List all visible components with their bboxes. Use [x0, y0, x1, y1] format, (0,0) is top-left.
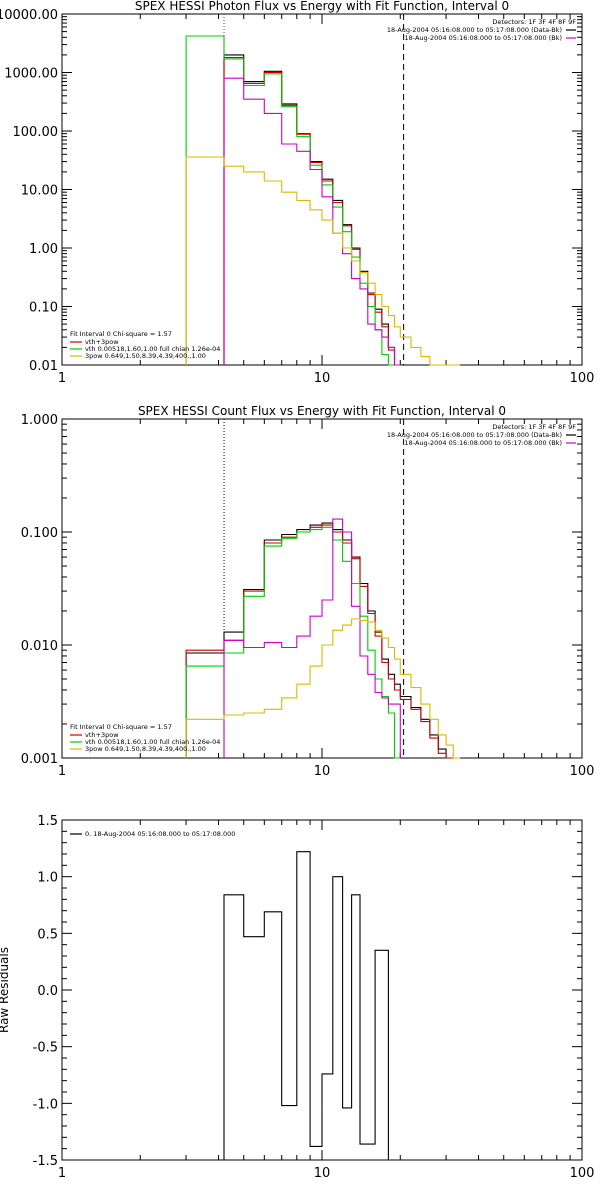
legend-left-entry: vth+3pow [85, 731, 119, 739]
plot-frame [61, 418, 583, 759]
y-tick-label: 100.00 [13, 125, 59, 140]
series-line-3pow [185, 618, 461, 759]
chart-panel-1: SPEX HESSI Photon Flux vs Energy with Fi… [0, 0, 594, 386]
y-tick-label: -1.0 [33, 1097, 58, 1112]
legend-left-entry: 3pow 0.649,1.50,8.39,4.39,400.,1.00 [85, 352, 206, 360]
y-tick-label: 10.00 [21, 184, 58, 199]
x-tick-label: 100 [570, 764, 595, 779]
detectors-label: Detectors: 1F 3F 4F 8F 9F [492, 18, 576, 26]
legend-left-entry: vth+3pow [85, 338, 119, 346]
legend-right-entry: 18-Aug-2004 05:16:08.000 to 05:17:08.000… [405, 34, 562, 42]
series-line-3pow [185, 156, 461, 366]
x-tick-label: 1 [58, 371, 66, 386]
legend-right-entry: 18-Aug-2004 05:16:08.000 to 05:17:08.000… [387, 431, 562, 439]
series-line-vth [185, 526, 401, 759]
chart-title: SPEX HESSI Count Flux vs Energy with Fit… [138, 404, 506, 418]
fit-label: Fit Interval 0 Chi-square = 1.57 [70, 723, 172, 731]
series-line-residuals [223, 851, 389, 1160]
y-tick-label: 0.010 [21, 639, 58, 654]
y-tick-label: 0.0 [37, 984, 58, 999]
chart-panel-3: Raw Residuals 1 10 100 1.5 1.0 0.5 0.0 -0.5 -1.0 -… [0, 814, 594, 1181]
x-tick-label: 1 [58, 764, 66, 779]
y-tick-label: 1.00 [29, 242, 58, 257]
y-tick-label: 0.100 [21, 526, 58, 541]
legend-left-entry: 3pow 0.649,1.50,8.39,4.39,400.,1.00 [85, 745, 206, 753]
y-tick-label: 0.01 [29, 359, 58, 374]
x-tick-label: 10 [314, 1166, 331, 1181]
legend-entry: 0. 18-Aug-2004 05:16:08.000 to 05:17:08.… [85, 830, 235, 838]
y-tick-label: 0.001 [21, 752, 58, 767]
chart-title: SPEX HESSI Photon Flux vs Energy with Fi… [135, 0, 509, 13]
chart-panel-2: SPEX HESSI Count Flux vs Energy with Fit… [21, 404, 595, 779]
y-tick-label: -1.5 [33, 1154, 58, 1169]
legend-left-entry: vth 0.00518,1.60,1.00 full chian 1.26e-0… [85, 738, 220, 746]
legend-right-entry: 18-Aug-2004 05:16:08.000 to 05:17:08.000… [405, 439, 562, 447]
fit-label: Fit Interval 0 Chi-square = 1.57 [70, 330, 172, 338]
y-tick-label: -0.5 [33, 1041, 58, 1056]
series-line-vth-3pow [223, 57, 401, 366]
series-line-bk [223, 77, 401, 366]
legend-right-entry: 18-Aug-2004 05:16:08.000 to 05:17:08.000… [387, 26, 562, 34]
y-tick-label: 10000.00 [0, 8, 58, 23]
x-tick-label: 100 [570, 371, 595, 386]
detectors-label: Detectors: 1F 3F 4F 8F 9F [492, 423, 576, 431]
y-tick-label: 1.0 [37, 871, 58, 886]
x-tick-label: 1 [58, 1166, 66, 1181]
y-tick-label: 1.000 [21, 413, 58, 428]
legend-left-entry: vth 0.00518,1.60,1.00 full chian 1.26e-0… [85, 345, 220, 353]
x-tick-label: 100 [570, 1166, 595, 1181]
x-tick-label: 10 [314, 371, 331, 386]
y-tick-label: 0.10 [29, 301, 58, 316]
y-tick-label: 1.5 [37, 814, 58, 829]
y-tick-label: 0.5 [37, 927, 58, 942]
y-axis-label: Raw Residuals [0, 947, 11, 1033]
y-tick-label: 1000.00 [4, 67, 58, 82]
series-line-vth-3pow [185, 524, 454, 759]
series-line-bk [223, 518, 401, 758]
x-tick-label: 10 [314, 764, 331, 779]
